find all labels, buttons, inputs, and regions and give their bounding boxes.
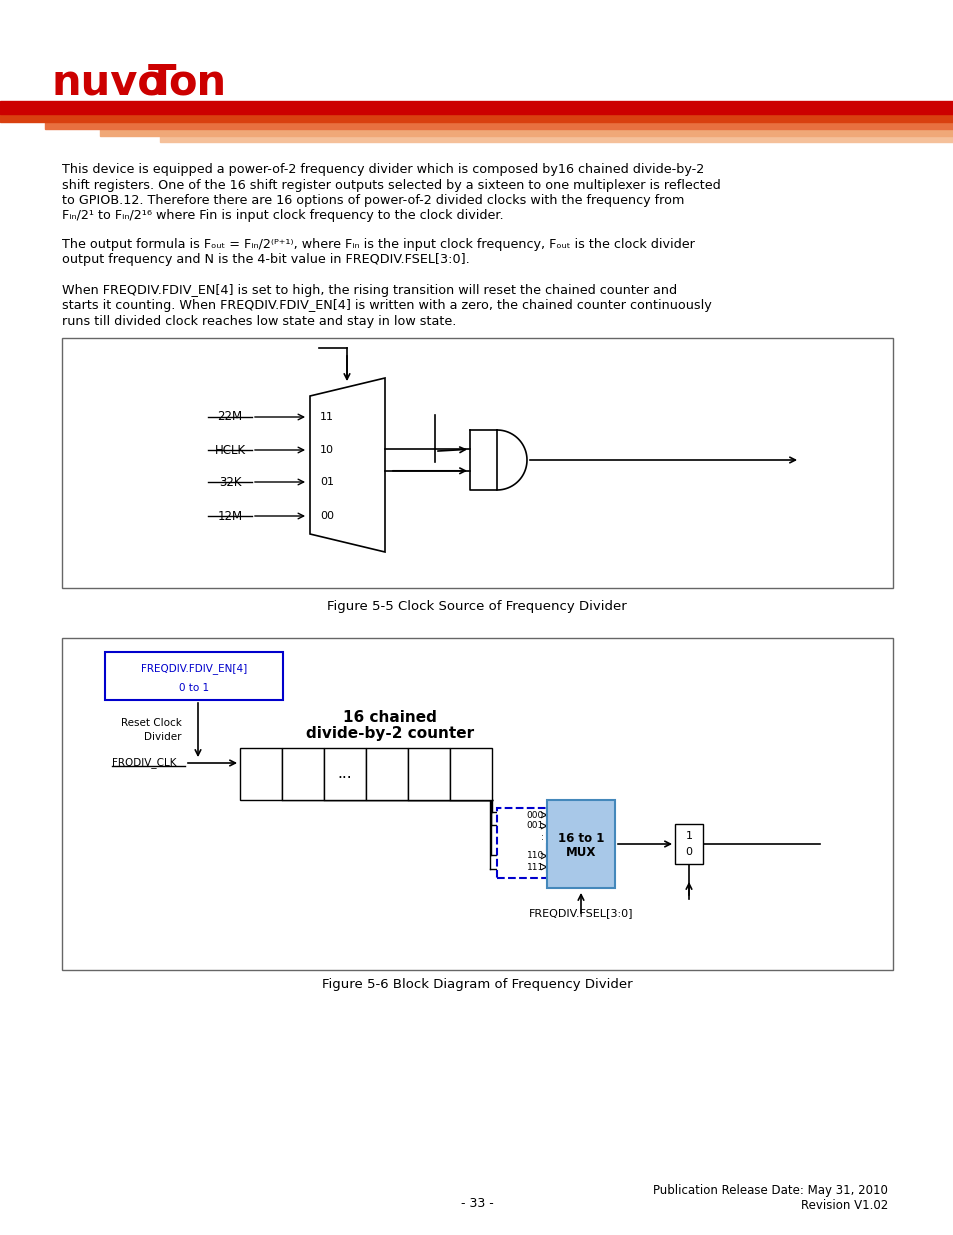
Text: FREQDIV.FDIV_EN[4]: FREQDIV.FDIV_EN[4]	[141, 663, 247, 674]
Text: This device is equipped a power-of-2 frequency divider which is composed by16 ch: This device is equipped a power-of-2 fre…	[62, 163, 703, 177]
Text: Revision V1.02: Revision V1.02	[800, 1199, 887, 1212]
Bar	[0, 112, 953, 122]
Bar	[45, 121, 953, 128]
Text: 000: 000	[526, 810, 543, 820]
Text: 11: 11	[319, 412, 334, 422]
Bar	[240, 748, 282, 800]
Bar	[62, 338, 892, 588]
Text: :: :	[540, 834, 543, 842]
Text: FREQDIV.FSEL[3:0]: FREQDIV.FSEL[3:0]	[528, 908, 633, 918]
Text: Fᵢₙ/2¹ to Fᵢₙ/2¹⁶ where Fin is input clock frequency to the clock divider.: Fᵢₙ/2¹ to Fᵢₙ/2¹⁶ where Fin is input clo…	[62, 210, 503, 222]
Text: nuvo: nuvo	[52, 62, 167, 104]
Text: 1: 1	[685, 831, 692, 841]
Bar	[675, 824, 702, 864]
Text: 32K: 32K	[218, 475, 241, 489]
Bar	[324, 748, 366, 800]
Text: 12M: 12M	[217, 510, 242, 522]
Bar	[497, 808, 546, 878]
Text: starts it counting. When FREQDIV.FDIV_EN[4] is written with a zero, the chained : starts it counting. When FREQDIV.FDIV_EN…	[62, 300, 711, 312]
Text: output frequency and N is the 4-bit value in FREQDIV.FSEL[3:0].: output frequency and N is the 4-bit valu…	[62, 253, 469, 267]
Text: 0 to 1: 0 to 1	[179, 683, 209, 693]
Text: ...: ...	[337, 767, 352, 782]
Text: runs till divided clock reaches low state and stay in low state.: runs till divided clock reaches low stat…	[62, 315, 456, 329]
Bar	[408, 748, 450, 800]
Text: Reset Clock: Reset Clock	[121, 718, 182, 727]
Bar	[62, 638, 892, 969]
FancyBboxPatch shape	[470, 430, 519, 490]
Text: 111: 111	[526, 862, 543, 872]
Text: Divider: Divider	[144, 732, 182, 742]
Text: HCLK: HCLK	[214, 443, 245, 457]
Polygon shape	[310, 378, 385, 552]
Bar	[450, 748, 492, 800]
Text: When FREQDIV.FDIV_EN[4] is set to high, the rising transition will reset the cha: When FREQDIV.FDIV_EN[4] is set to high, …	[62, 284, 677, 296]
Text: to GPIOB.12. Therefore there are 16 options of power-of-2 divided clocks with th: to GPIOB.12. Therefore there are 16 opti…	[62, 194, 683, 207]
Text: 16 to 1: 16 to 1	[558, 831, 603, 845]
Text: - 33 -: - 33 -	[460, 1197, 493, 1210]
Text: FRQDIV_CLK: FRQDIV_CLK	[112, 757, 176, 768]
Text: 22M: 22M	[217, 410, 242, 424]
Text: T: T	[148, 62, 176, 104]
Bar	[0, 101, 953, 114]
Bar	[100, 128, 953, 136]
Text: shift registers. One of the 16 shift register outputs selected by a sixteen to o: shift registers. One of the 16 shift reg…	[62, 179, 720, 191]
Text: Figure 5-6 Block Diagram of Frequency Divider: Figure 5-6 Block Diagram of Frequency Di…	[321, 978, 632, 990]
Text: 110: 110	[526, 851, 543, 861]
Text: The output formula is Fₒᵤₜ = Fᵢₙ/2⁽ᴾ⁺¹⁾, where Fᵢₙ is the input clock frequency,: The output formula is Fₒᵤₜ = Fᵢₙ/2⁽ᴾ⁺¹⁾,…	[62, 238, 694, 251]
Bar	[546, 800, 615, 888]
Text: 10: 10	[319, 445, 334, 454]
Text: Figure 5-5 Clock Source of Frequency Divider: Figure 5-5 Clock Source of Frequency Div…	[327, 600, 626, 613]
Bar	[282, 748, 324, 800]
Text: MUX: MUX	[565, 846, 596, 860]
Text: Publication Release Date: May 31, 2010: Publication Release Date: May 31, 2010	[653, 1184, 887, 1197]
Bar	[160, 136, 953, 142]
Text: 01: 01	[319, 477, 334, 487]
Text: 16 chained: 16 chained	[343, 710, 436, 725]
Text: 00: 00	[319, 511, 334, 521]
Text: on: on	[168, 62, 226, 104]
Bar	[105, 652, 283, 700]
Bar	[366, 748, 408, 800]
Text: 0: 0	[685, 847, 692, 857]
Text: divide-by-2 counter: divide-by-2 counter	[306, 726, 474, 741]
Text: 001: 001	[526, 821, 543, 830]
